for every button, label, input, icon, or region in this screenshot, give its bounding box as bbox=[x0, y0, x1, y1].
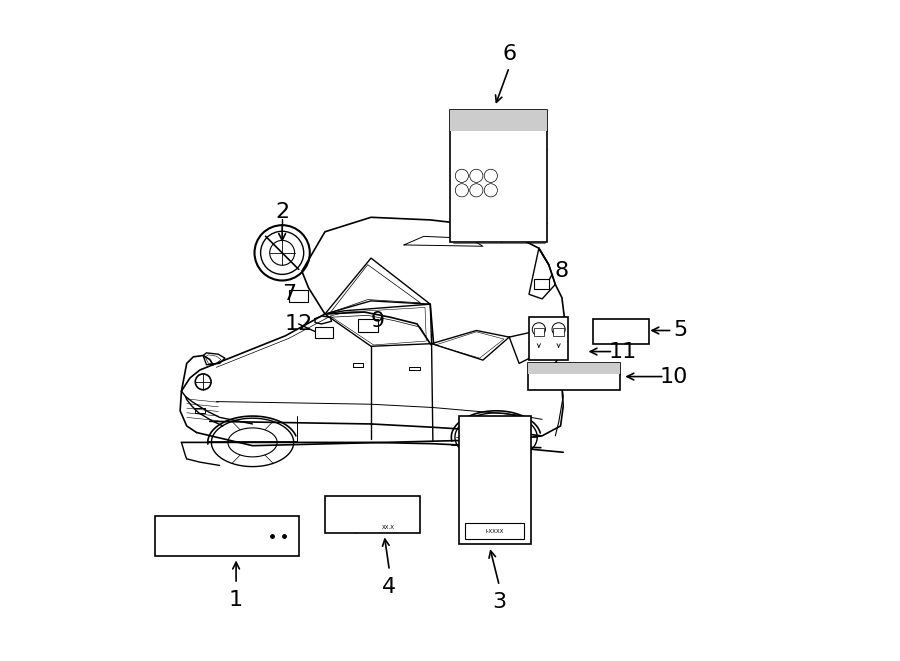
Text: 4: 4 bbox=[382, 577, 397, 597]
Text: 1: 1 bbox=[229, 590, 243, 610]
FancyBboxPatch shape bbox=[325, 496, 420, 533]
Text: 8: 8 bbox=[554, 261, 569, 282]
FancyBboxPatch shape bbox=[534, 329, 544, 336]
FancyBboxPatch shape bbox=[529, 317, 569, 360]
FancyBboxPatch shape bbox=[459, 416, 531, 545]
Text: 9: 9 bbox=[371, 311, 384, 330]
FancyBboxPatch shape bbox=[465, 523, 525, 539]
Text: 12: 12 bbox=[284, 314, 312, 334]
FancyBboxPatch shape bbox=[315, 327, 334, 338]
FancyBboxPatch shape bbox=[554, 329, 564, 336]
Text: 2: 2 bbox=[275, 202, 289, 222]
FancyBboxPatch shape bbox=[358, 319, 378, 332]
FancyBboxPatch shape bbox=[593, 319, 650, 344]
FancyBboxPatch shape bbox=[289, 290, 309, 302]
Text: 11: 11 bbox=[608, 342, 636, 362]
Text: 3: 3 bbox=[492, 592, 507, 611]
Text: XX.X: XX.X bbox=[382, 525, 395, 531]
Text: 6: 6 bbox=[502, 44, 517, 64]
Text: 10: 10 bbox=[660, 367, 688, 387]
Text: 7: 7 bbox=[282, 284, 296, 304]
FancyBboxPatch shape bbox=[527, 364, 620, 374]
FancyBboxPatch shape bbox=[535, 278, 549, 289]
FancyBboxPatch shape bbox=[450, 110, 547, 242]
FancyBboxPatch shape bbox=[450, 110, 547, 131]
FancyBboxPatch shape bbox=[527, 364, 620, 390]
Text: I-XXXX: I-XXXX bbox=[486, 529, 504, 534]
Text: 5: 5 bbox=[673, 321, 688, 340]
FancyBboxPatch shape bbox=[155, 516, 299, 556]
